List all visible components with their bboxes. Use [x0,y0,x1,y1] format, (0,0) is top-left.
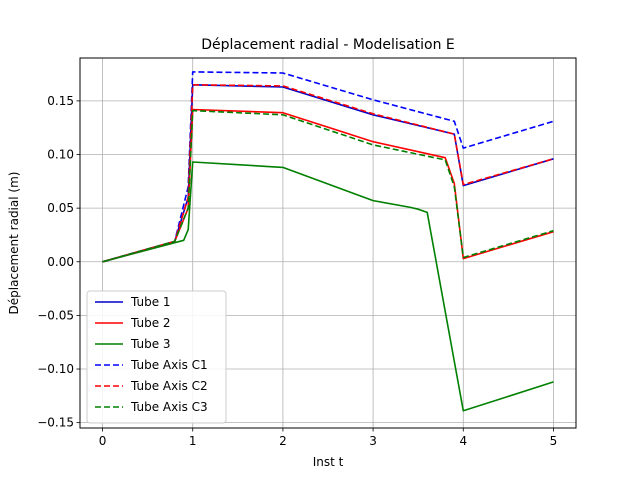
y-tick-label: −0.10 [37,362,74,376]
y-tick-label: 0.00 [47,255,74,269]
series-lines [102,71,554,412]
x-tick-label: 5 [550,434,558,448]
legend-label: Tube Axis C2 [130,379,208,393]
legend: Tube 1 Tube 2 Tube 3 Tube Axis C1 Tube Axis … [86,290,227,424]
series-line-6 [102,109,554,263]
legend-label: Tube 2 [130,316,171,330]
plot-frame [79,57,577,429]
y-tick-label: −0.05 [37,308,74,322]
x-tick-label: 4 [459,434,467,448]
legend-label: Tube 1 [130,295,171,309]
legend-label: Tube Axis C1 [130,358,208,372]
x-tick-label: 3 [369,434,377,448]
series-line-5 [102,84,554,263]
y-tick-label: 0.15 [47,94,74,108]
x-tick-label: 1 [189,434,197,448]
y-tick-label: −0.15 [37,416,74,430]
x-axis-label: Inst t [313,455,344,469]
x-tick-label: 2 [279,434,287,448]
y-tick-label: 0.10 [47,148,74,162]
series-line-4 [102,71,554,263]
legend-box [86,290,227,424]
legend-label: Tube 3 [130,337,171,351]
ticks: 0 1 2 3 4 5 −0.15 −0.10 −0.05 0.00 0.05 0.10 0.15 [37,94,557,448]
y-axis-label: Déplacement radial (m) [7,172,21,315]
x-tick-label: 0 [99,434,107,448]
series-line-3 [102,161,554,412]
chart-title: Déplacement radial - Modelisation E [201,37,455,53]
y-tick-label: 0.05 [47,201,74,215]
legend-label: Tube Axis C3 [130,400,208,414]
